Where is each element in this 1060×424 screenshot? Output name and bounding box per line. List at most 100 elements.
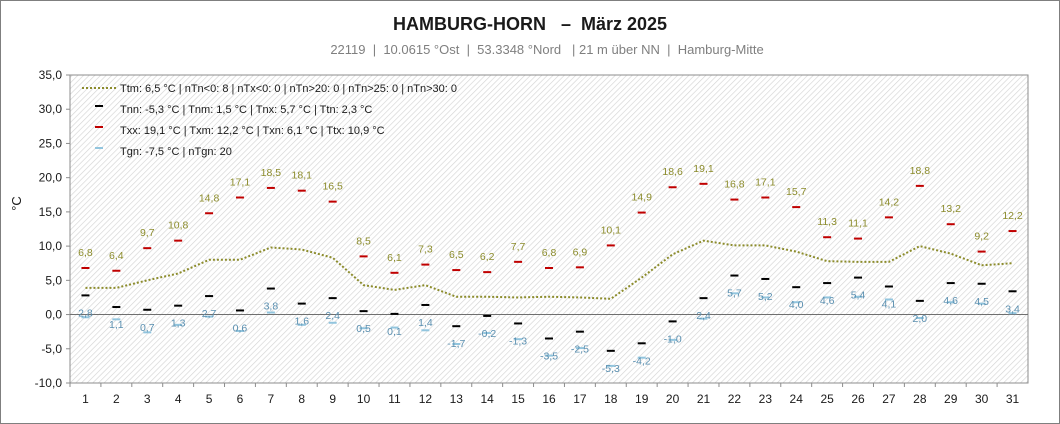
max-value-label: 14,8 — [199, 192, 220, 204]
max-value-label: 18,1 — [292, 170, 313, 182]
min-value-label: -4,2 — [633, 355, 651, 367]
max-value-label: 6,4 — [109, 250, 124, 262]
max-value-label: 11,3 — [817, 216, 837, 228]
max-value-label: 6,5 — [449, 249, 464, 261]
min-value-label: 0,6 — [233, 322, 248, 334]
min-value-label: -1,3 — [509, 335, 527, 347]
chart-title: HAMBURG-HORN – März 2025 — [392, 14, 668, 34]
min-value-label: 4,5 — [974, 296, 989, 308]
y-tick-label: 0,0 — [45, 308, 62, 322]
y-tick-label: -5,0 — [41, 342, 62, 356]
x-tick-label: 6 — [237, 392, 244, 406]
x-tick-label: 29 — [944, 392, 958, 406]
min-value-label: 0,5 — [356, 323, 371, 335]
x-axis: 1 2 3 4 5 6 7 8 9 10 11 12 13 14 15 16 17 18 19 20 21 22 23 24 2… — [69, 383, 1020, 406]
min-value-label: 4,6 — [820, 295, 835, 307]
max-value-label: 19,1 — [693, 163, 714, 175]
y-tick-label: -10,0 — [35, 376, 63, 390]
max-value-label: 12,2 — [1002, 210, 1023, 222]
max-value-label: 6,2 — [480, 251, 495, 263]
y-axis: 35,0 30,0 25,0 20,0 15,0 10,0 5,0 0,0 -5,0 -10,0 — [35, 68, 70, 390]
x-tick-label: 26 — [851, 392, 865, 406]
min-value-label: 2,4 — [696, 310, 711, 322]
min-value-label: -2,5 — [571, 344, 589, 356]
y-tick-label: 20,0 — [39, 171, 63, 185]
y-tick-label: 10,0 — [39, 239, 63, 253]
legend-mean-text: Ttm: 6,5 °C | nTn<0: 8 | nTx<0: 0 | nTn>… — [120, 83, 457, 95]
legend: Ttm: 6,5 °C | nTn<0: 8 | nTx<0: 0 | nTn>… — [82, 83, 457, 158]
y-tick-label: 25,0 — [39, 136, 63, 150]
y-tick-label: 15,0 — [39, 205, 63, 219]
min-value-label: 3,4 — [1005, 303, 1020, 315]
x-tick-label: 19 — [635, 392, 649, 406]
max-value-label: 14,2 — [879, 196, 900, 208]
max-value-label: 11,1 — [848, 218, 868, 230]
min-value-label: 2,0 — [913, 313, 928, 325]
daily-min-series — [81, 274, 1017, 352]
x-tick-label: 3 — [144, 392, 151, 406]
min-value-label: -1,7 — [447, 338, 465, 350]
min-value-label: -5,3 — [602, 363, 620, 375]
x-tick-label: 20 — [666, 392, 680, 406]
min-value-label: 3,8 — [264, 301, 279, 313]
min-value-label: 1,3 — [171, 318, 186, 330]
x-tick-label: 25 — [820, 392, 834, 406]
min-value-label: 2,8 — [78, 307, 93, 319]
max-value-label: 14,9 — [631, 192, 652, 204]
max-labels: 6,8 6,4 9,7 10,8 14,8 17,1 18,5 18,1 16,5 8,5 6,1 7… — [78, 163, 1023, 264]
min-value-label: 1,6 — [294, 316, 309, 328]
x-tick-label: 23 — [759, 392, 773, 406]
min-value-label: 1,4 — [418, 317, 433, 329]
x-tick-label: 10 — [357, 392, 371, 406]
x-tick-label: 16 — [542, 392, 556, 406]
chart-subtitle: 22119 | 10.0615 °Ost | 53.3348 °Nord | 2… — [330, 42, 764, 57]
max-value-label: 9,7 — [140, 227, 155, 239]
x-tick-label: 11 — [388, 392, 401, 406]
min-labels: 2,8 1,1 0,7 1,3 2,7 0,6 3,8 1,6 2,4 0,5 0,1 1,4 -1,7… — [78, 288, 1020, 375]
max-value-label: 13,2 — [941, 203, 962, 215]
x-tick-label: 28 — [913, 392, 927, 406]
x-tick-label: 31 — [1006, 392, 1020, 406]
x-tick-label: 30 — [975, 392, 989, 406]
legend-min-text: Tnn: -5,3 °C | Tnm: 1,5 °C | Tnx: 5,7 °C… — [120, 104, 372, 116]
x-tick-label: 24 — [790, 392, 804, 406]
min-value-label: 1,1 — [109, 319, 124, 331]
max-value-label: 9,2 — [974, 231, 989, 243]
x-tick-label: 9 — [329, 392, 336, 406]
max-value-label: 18,6 — [662, 166, 683, 178]
max-value-label: 16,8 — [724, 179, 745, 191]
min-value-label: -1,0 — [664, 333, 682, 345]
max-value-label: 10,1 — [601, 224, 622, 236]
x-tick-label: 2 — [113, 392, 120, 406]
max-value-label: 6,1 — [387, 252, 402, 264]
min-value-label: 4,0 — [789, 299, 804, 311]
min-value-label: 4,1 — [882, 298, 897, 310]
max-value-label: 15,7 — [786, 186, 807, 198]
x-tick-label: 14 — [481, 392, 495, 406]
min-value-label: -3,5 — [540, 351, 558, 363]
ground-min-series — [81, 292, 1017, 367]
daily-max-series — [81, 182, 1017, 274]
x-tick-label: 4 — [175, 392, 182, 406]
max-value-label: 16,5 — [322, 181, 343, 193]
max-value-label: 6,8 — [542, 247, 557, 259]
max-value-label: 7,3 — [418, 244, 433, 256]
x-tick-label: 5 — [206, 392, 213, 406]
x-tick-label: 12 — [419, 392, 433, 406]
min-value-label: 2,7 — [202, 308, 217, 320]
x-tick-label: 21 — [697, 392, 711, 406]
x-tick-label: 27 — [882, 392, 896, 406]
legend-max-text: Txx: 19,1 °C | Txm: 12,2 °C | Txn: 6,1 °… — [120, 125, 385, 137]
x-tick-label: 8 — [298, 392, 305, 406]
min-value-label: -0,2 — [478, 328, 496, 340]
legend-ground-text: Tgn: -7,5 °C | nTgn: 20 — [120, 146, 232, 158]
max-value-label: 6,8 — [78, 247, 93, 259]
max-value-label: 8,5 — [356, 235, 371, 247]
x-tick-label: 22 — [728, 392, 742, 406]
y-tick-label: 30,0 — [39, 102, 63, 116]
x-tick-label: 7 — [268, 392, 275, 406]
max-value-label: 10,8 — [168, 220, 189, 232]
y-axis-label: °C — [8, 196, 24, 211]
min-value-label: 0,7 — [140, 322, 155, 334]
